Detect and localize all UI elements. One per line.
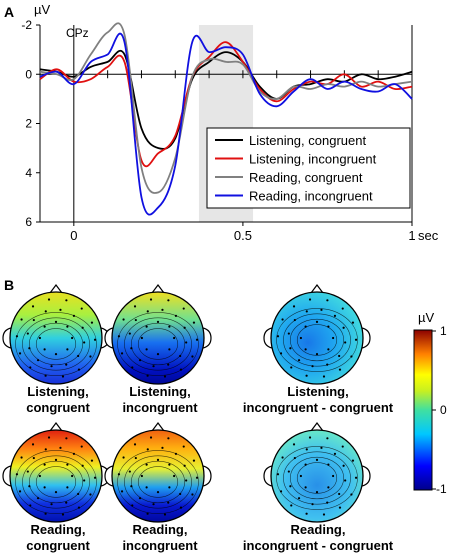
scalp-map-5	[263, 422, 371, 523]
x-unit-label: sec	[418, 228, 439, 243]
panel-a-label: A	[4, 4, 14, 20]
legend: Listening, congruent Listening, incongrue…	[206, 127, 411, 209]
series-line-1	[39, 41, 413, 168]
legend-entry-2: Reading, congruent	[249, 170, 363, 185]
panel-b-label: B	[4, 277, 14, 293]
legend-entry-3: Reading, incongruent	[249, 189, 373, 204]
map-label-listening-congruent-2: congruent	[26, 400, 90, 415]
map-label-listening-incongruent-2: incongruent	[122, 400, 198, 415]
colorbar-tick-max: 1	[440, 324, 447, 338]
map-label-listening-diff-1: Listening,	[287, 384, 348, 399]
scalp-map-2	[263, 284, 371, 385]
map-label-listening-incongruent-1: Listening,	[129, 384, 190, 399]
colorbar-tick-zero: 0	[440, 403, 447, 417]
y-tick-label: 4	[25, 166, 32, 180]
map-label-reading-congruent-1: Reading,	[31, 522, 86, 537]
colorbar-tick-min: -1	[436, 482, 447, 496]
x-tick-label: 0	[70, 228, 77, 243]
scalp-map-0	[2, 284, 110, 385]
scalp-map-3	[2, 422, 110, 523]
y-tick-label: 2	[25, 117, 32, 131]
map-label-reading-diff-2: incongruent - congruent	[243, 538, 394, 553]
x-tick-label: 1	[408, 228, 415, 243]
colorbar	[413, 329, 433, 491]
map-label-listening-congruent-1: Listening,	[27, 384, 88, 399]
x-tick-label: 0.5	[234, 228, 252, 243]
erp-chart: A µV CPz -2 0 2 4 6 0 0.5 1 Listening, congruen…	[4, 2, 439, 243]
y-tick-label: -2	[21, 18, 32, 32]
legend-entry-1: Listening, incongruent	[249, 152, 377, 167]
map-label-reading-diff-1: Reading,	[291, 522, 346, 537]
scalp-map-4	[104, 422, 212, 523]
y-unit-label: µV	[34, 2, 50, 17]
y-tick-label: 0	[25, 67, 32, 81]
map-label-reading-incongruent-2: incongruent	[122, 538, 198, 553]
scalp-map-1	[104, 284, 212, 385]
series-line-0	[39, 49, 413, 150]
series-line-2	[39, 22, 413, 194]
map-label-listening-diff-2: incongruent - congruent	[243, 400, 394, 415]
legend-entry-0: Listening, congruent	[249, 133, 366, 148]
channel-label: CPz	[66, 26, 89, 40]
colorbar-unit: µV	[418, 310, 434, 325]
y-tick-label: 6	[25, 215, 32, 229]
series-line-3	[39, 32, 413, 216]
map-label-reading-incongruent-1: Reading,	[133, 522, 188, 537]
map-label-reading-congruent-2: congruent	[26, 538, 90, 553]
